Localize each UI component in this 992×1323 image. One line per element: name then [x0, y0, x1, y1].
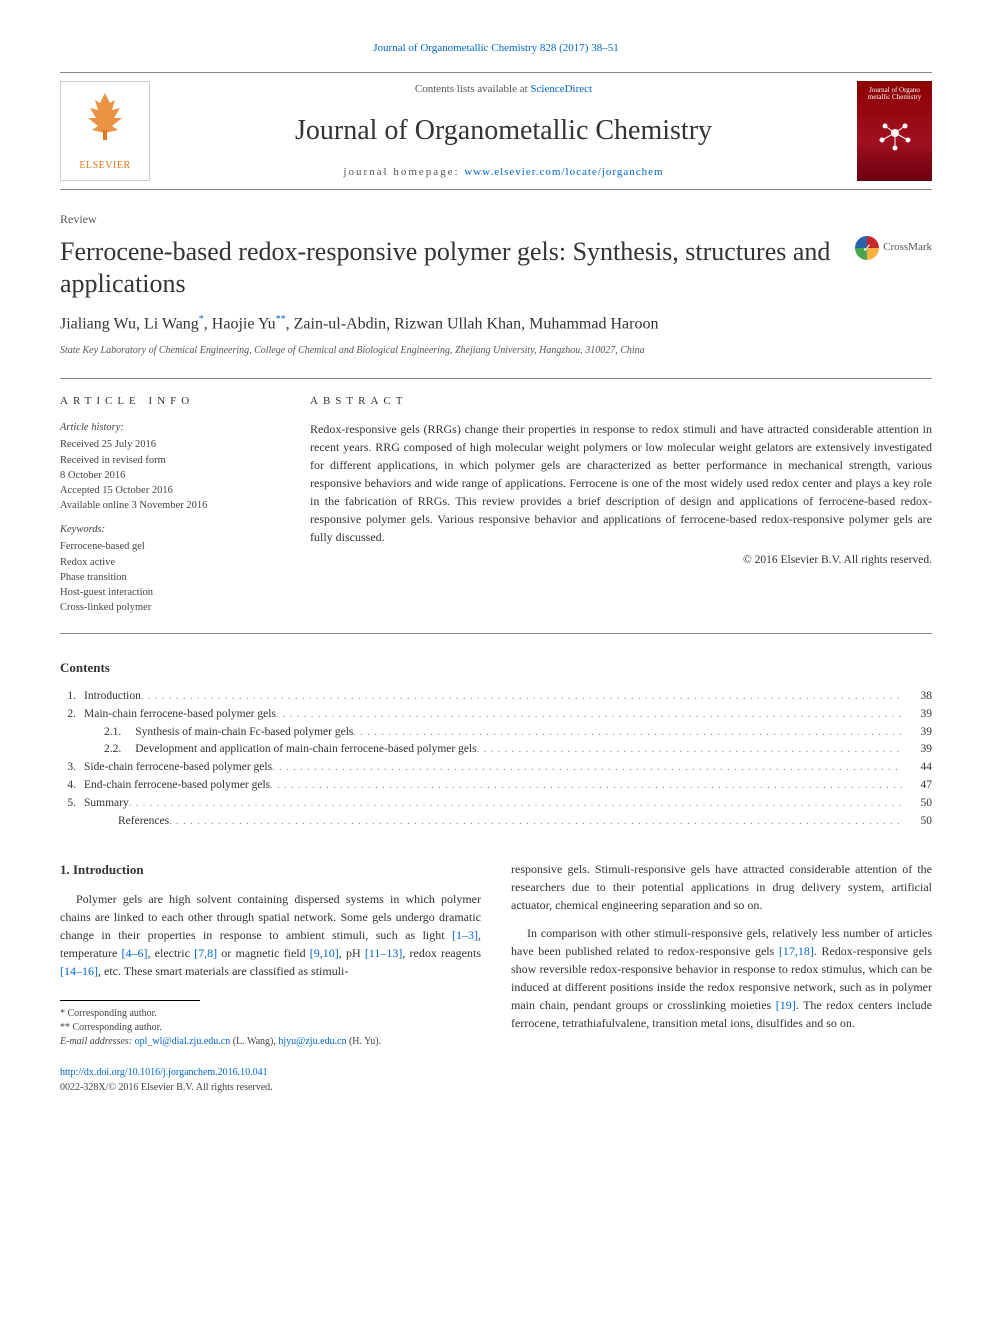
footnote-2: ** Corresponding author.	[60, 1021, 481, 1035]
toc-row[interactable]: References50	[60, 813, 932, 831]
keyword-item: Phase transition	[60, 570, 280, 585]
keywords-label: Keywords:	[60, 522, 280, 538]
authors: Jialiang Wu, Li Wang*, Haojie Yu**, Zain…	[60, 313, 932, 336]
article-type: Review	[60, 210, 932, 228]
history-item: Received in revised form	[60, 453, 280, 468]
elsevier-text: ELSEVIER	[79, 158, 130, 173]
history-item: Available online 3 November 2016	[60, 498, 280, 513]
toc-row[interactable]: 2.2.Development and application of main-…	[60, 741, 932, 759]
info-abstract-section: ARTICLE INFO Article history: Received 2…	[60, 378, 932, 634]
contents-available-line: Contents lists available at ScienceDirec…	[150, 81, 857, 98]
footnote-emails: E-mail addresses: opl_wl@dial.zju.edu.cn…	[60, 1035, 481, 1049]
abstract-copyright: © 2016 Elsevier B.V. All rights reserved…	[310, 552, 932, 569]
affiliation: State Key Laboratory of Chemical Enginee…	[60, 343, 932, 358]
footnote-1: * Corresponding author.	[60, 1007, 481, 1021]
history-item: 8 October 2016	[60, 468, 280, 483]
abstract-column: ABSTRACT Redox-responsive gels (RRGs) ch…	[310, 393, 932, 615]
abstract-text: Redox-responsive gels (RRGs) change thei…	[310, 420, 932, 546]
body-para-3: In comparison with other stimuli-respons…	[511, 924, 932, 1032]
keyword-item: Cross-linked polymer	[60, 600, 280, 615]
toc-row[interactable]: 2.1.Synthesis of main-chain Fc-based pol…	[60, 724, 932, 742]
doi-bar: http://dx.doi.org/10.1016/j.jorganchem.2…	[60, 1065, 481, 1095]
homepage-line: journal homepage: www.elsevier.com/locat…	[150, 164, 857, 181]
homepage-link[interactable]: www.elsevier.com/locate/jorganchem	[464, 166, 663, 178]
citation-link[interactable]: Journal of Organometallic Chemistry 828 …	[60, 40, 932, 57]
toc-row[interactable]: 4.End-chain ferrocene-based polymer gels…	[60, 777, 932, 795]
article-title: Ferrocene-based redox-responsive polymer…	[60, 236, 835, 301]
issn-copyright: 0022-328X/© 2016 Elsevier B.V. All right…	[60, 1082, 273, 1093]
keyword-item: Redox active	[60, 555, 280, 570]
toc-row[interactable]: 3.Side-chain ferrocene-based polymer gel…	[60, 759, 932, 777]
cover-title: Journal of Organo metallic Chemistry	[861, 87, 928, 102]
body-para-1: Polymer gels are high solvent containing…	[60, 890, 481, 980]
left-column: 1. Introduction Polymer gels are high so…	[60, 860, 481, 1095]
elsevier-logo: ELSEVIER	[60, 81, 150, 181]
doi-link[interactable]: http://dx.doi.org/10.1016/j.jorganchem.2…	[60, 1067, 268, 1078]
toc-row[interactable]: 5.Summary50	[60, 795, 932, 813]
crossmark-icon: ✓	[855, 236, 879, 260]
email-link-1[interactable]: opl_wl@dial.zju.edu.cn	[135, 1036, 231, 1047]
masthead-center: Contents lists available at ScienceDirec…	[150, 81, 857, 180]
section-heading-intro: 1. Introduction	[60, 860, 481, 880]
history-label: Article history:	[60, 420, 280, 436]
toc-row[interactable]: 2.Main-chain ferrocene-based polymer gel…	[60, 706, 932, 724]
crossmark-badge[interactable]: ✓ CrossMark	[855, 236, 932, 260]
sciencedirect-link[interactable]: ScienceDirect	[530, 83, 592, 95]
abstract-heading: ABSTRACT	[310, 393, 932, 410]
masthead: ELSEVIER Contents lists available at Sci…	[60, 72, 932, 190]
body-columns: 1. Introduction Polymer gels are high so…	[60, 860, 932, 1095]
journal-name: Journal of Organometallic Chemistry	[150, 110, 857, 152]
footnote-separator	[60, 1000, 200, 1001]
body-para-2: responsive gels. Stimuli-responsive gels…	[511, 860, 932, 914]
history-item: Received 25 July 2016	[60, 437, 280, 452]
right-column: responsive gels. Stimuli-responsive gels…	[511, 860, 932, 1095]
toc-row[interactable]: 1.Introduction38	[60, 688, 932, 706]
history-item: Accepted 15 October 2016	[60, 483, 280, 498]
journal-cover-thumb: Journal of Organo metallic Chemistry	[857, 81, 932, 181]
article-info: ARTICLE INFO Article history: Received 2…	[60, 393, 280, 615]
elsevier-tree-icon	[80, 88, 130, 158]
article-info-heading: ARTICLE INFO	[60, 393, 280, 410]
keyword-item: Ferrocene-based gel	[60, 539, 280, 554]
email-link-2[interactable]: hjyu@zju.edu.cn	[278, 1036, 346, 1047]
contents-heading: Contents	[60, 658, 932, 678]
keyword-item: Host-guest interaction	[60, 585, 280, 600]
table-of-contents: 1.Introduction382.Main-chain ferrocene-b…	[60, 688, 932, 831]
crossmark-label: CrossMark	[883, 239, 932, 256]
